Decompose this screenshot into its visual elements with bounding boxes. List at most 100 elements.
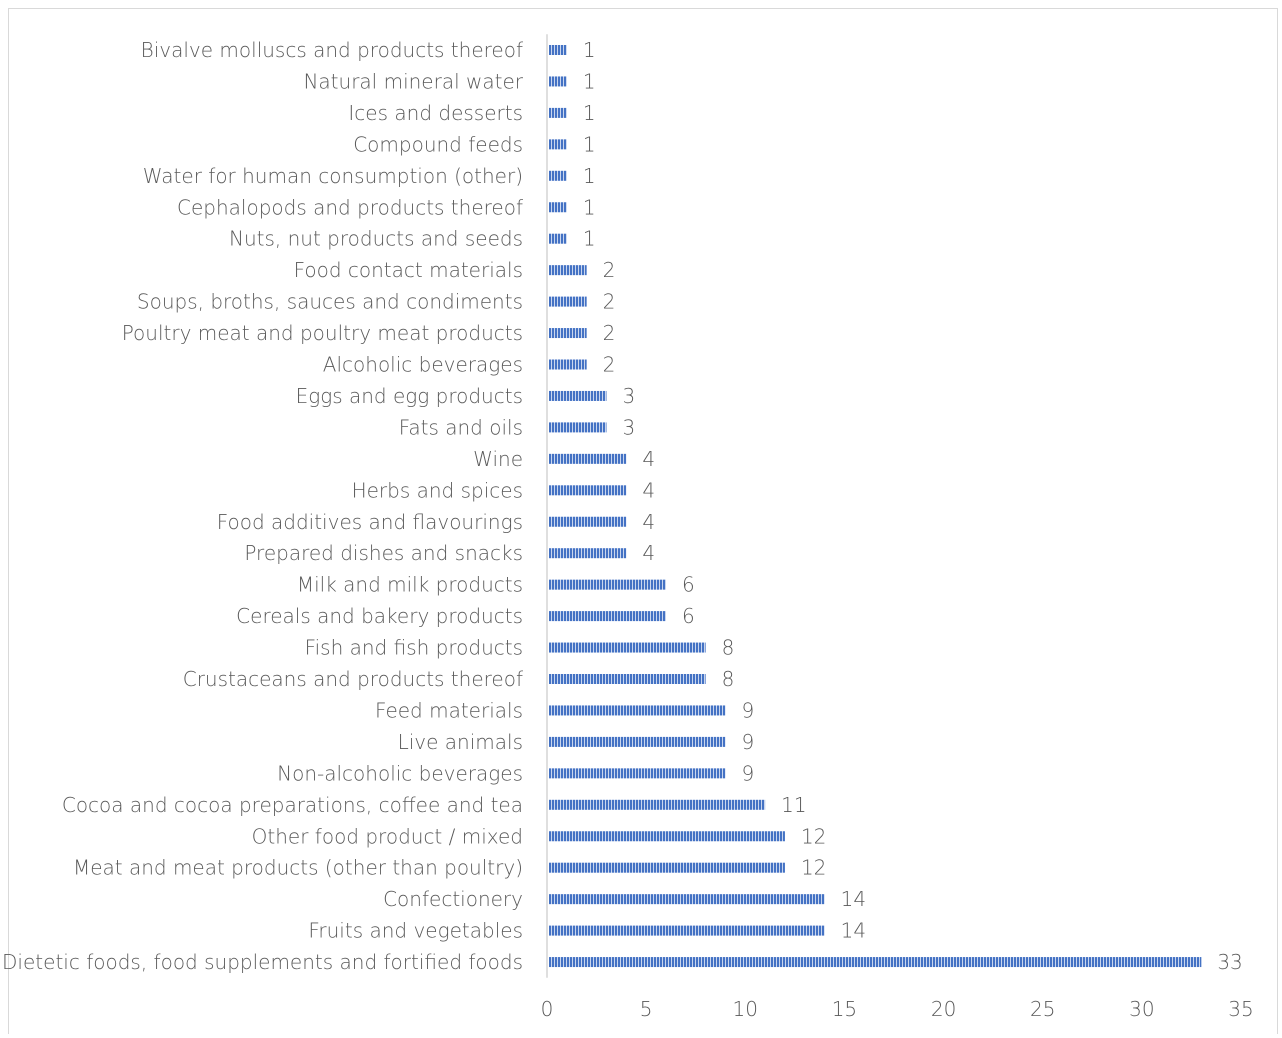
bar-meat-and-meat-products-other-than-poultry bbox=[549, 862, 785, 873]
category-label-cephalopods-and-products-thereof: Cephalopods and products thereof bbox=[177, 195, 523, 219]
category-label-cereals-and-bakery-products: Cereals and bakery products bbox=[236, 604, 523, 628]
category-label-water-for-human-consumption-other: Water for human consumption (other) bbox=[143, 164, 523, 188]
data-label-live-animals: 9 bbox=[741, 730, 754, 754]
x-tick-label: 35 bbox=[1228, 997, 1253, 1021]
data-label-ices-and-desserts: 1 bbox=[583, 101, 596, 125]
bar-water-for-human-consumption-other bbox=[549, 170, 567, 181]
bar-food-additives-and-flavourings bbox=[549, 516, 627, 527]
bars-group bbox=[549, 45, 1202, 968]
category-label-fats-and-oils: Fats and oils bbox=[399, 415, 523, 439]
category-label-poultry-meat-and-poultry-meat-products: Poultry meat and poultry meat products bbox=[122, 321, 523, 345]
bar-non-alcoholic-beverages bbox=[549, 768, 726, 779]
data-label-food-additives-and-flavourings: 4 bbox=[642, 510, 655, 534]
bar-crustaceans-and-products-thereof bbox=[549, 674, 706, 684]
category-label-milk-and-milk-products: Milk and milk products bbox=[297, 573, 523, 597]
bar-compound-feeds bbox=[549, 139, 567, 150]
category-label-wine: Wine bbox=[473, 447, 523, 471]
data-label-meat-and-meat-products-other-than-poultry: 12 bbox=[801, 856, 826, 880]
bar-natural-mineral-water bbox=[549, 76, 567, 87]
bar-cephalopods-and-products-thereof bbox=[549, 202, 567, 213]
data-label-natural-mineral-water: 1 bbox=[583, 69, 596, 93]
bar-cocoa-and-cocoa-preparations-coffee-and-tea bbox=[549, 799, 766, 810]
bar-nuts-nut-products-and-seeds bbox=[549, 233, 567, 244]
bar-soups-broths-sauces-and-condiments bbox=[549, 296, 587, 307]
data-label-milk-and-milk-products: 6 bbox=[682, 573, 695, 597]
category-label-soups-broths-sauces-and-condiments: Soups, broths, sauces and condiments bbox=[137, 290, 523, 314]
category-label-crustaceans-and-products-thereof: Crustaceans and products thereof bbox=[183, 667, 523, 691]
category-label-prepared-dishes-and-snacks: Prepared dishes and snacks bbox=[244, 541, 523, 565]
data-label-poultry-meat-and-poultry-meat-products: 2 bbox=[603, 321, 616, 345]
data-label-non-alcoholic-beverages: 9 bbox=[741, 761, 754, 785]
category-label-meat-and-meat-products-other-than-poultry: Meat and meat products (other than poult… bbox=[73, 856, 523, 880]
category-label-non-alcoholic-beverages: Non-alcoholic beverages bbox=[277, 761, 523, 785]
data-label-crustaceans-and-products-thereof: 8 bbox=[722, 667, 735, 691]
bar-fish-and-fish-products bbox=[549, 642, 706, 653]
chart-frame bbox=[8, 8, 1278, 1034]
data-label-confectionery: 14 bbox=[841, 887, 866, 911]
category-label-fruits-and-vegetables: Fruits and vegetables bbox=[308, 919, 523, 943]
data-label-herbs-and-spices: 4 bbox=[642, 478, 655, 502]
data-label-wine: 4 bbox=[642, 447, 655, 471]
data-label-prepared-dishes-and-snacks: 4 bbox=[642, 541, 655, 565]
bar-fats-and-oils bbox=[549, 422, 607, 433]
category-label-confectionery: Confectionery bbox=[383, 887, 523, 911]
x-axis-ticks-group: 0 5 10 15 20 25 30 35 bbox=[541, 997, 1254, 1021]
bar-poultry-meat-and-poultry-meat-products bbox=[549, 328, 587, 339]
category-label-nuts-nut-products-and-seeds: Nuts, nut products and seeds bbox=[229, 227, 523, 251]
bar-fruits-and-vegetables bbox=[549, 925, 825, 936]
category-label-food-contact-materials: Food contact materials bbox=[294, 258, 523, 282]
bar-alcoholic-beverages bbox=[549, 359, 587, 370]
x-tick-label: 20 bbox=[931, 997, 956, 1021]
data-label-nuts-nut-products-and-seeds: 1 bbox=[583, 227, 596, 251]
data-label-fats-and-oils: 3 bbox=[622, 415, 635, 439]
x-tick-label: 15 bbox=[832, 997, 857, 1021]
bar-confectionery bbox=[549, 894, 825, 905]
category-label-live-animals: Live animals bbox=[398, 730, 523, 754]
x-tick-label: 5 bbox=[640, 997, 653, 1021]
category-label-alcoholic-beverages: Alcoholic beverages bbox=[323, 353, 523, 377]
category-label-food-additives-and-flavourings: Food additives and flavourings bbox=[217, 510, 523, 534]
data-label-feed-materials: 9 bbox=[741, 698, 754, 722]
category-label-ices-and-desserts: Ices and desserts bbox=[348, 101, 523, 125]
category-label-other-food-product-mixed: Other food product / mixed bbox=[252, 824, 523, 848]
data-label-soups-broths-sauces-and-condiments: 2 bbox=[603, 290, 616, 314]
data-label-cocoa-and-cocoa-preparations-coffee-and-tea: 11 bbox=[781, 793, 806, 817]
data-label-cephalopods-and-products-thereof: 1 bbox=[583, 195, 596, 219]
data-label-bivalve-molluscs-and-products-thereof: 1 bbox=[583, 38, 596, 62]
bar-dietetic-foods-food-supplements-and-fortified-foods bbox=[549, 957, 1202, 968]
data-label-cereals-and-bakery-products: 6 bbox=[682, 604, 695, 628]
data-label-water-for-human-consumption-other: 1 bbox=[583, 164, 596, 188]
bar-milk-and-milk-products bbox=[549, 579, 666, 590]
category-label-herbs-and-spices: Herbs and spices bbox=[352, 478, 523, 502]
category-label-eggs-and-egg-products: Eggs and egg products bbox=[296, 384, 523, 408]
bar-other-food-product-mixed bbox=[549, 831, 785, 842]
bar-prepared-dishes-and-snacks bbox=[549, 548, 627, 559]
bar-feed-materials bbox=[549, 705, 726, 716]
category-label-cocoa-and-cocoa-preparations-coffee-and-tea: Cocoa and cocoa preparations, coffee and… bbox=[62, 793, 523, 817]
bar-herbs-and-spices bbox=[549, 485, 627, 496]
category-label-dietetic-foods-food-supplements-and-fortified-foods: Dietetic foods, food supplements and for… bbox=[2, 950, 523, 974]
data-label-compound-feeds: 1 bbox=[583, 132, 596, 156]
x-tick-label: 25 bbox=[1030, 997, 1055, 1021]
bar-ices-and-desserts bbox=[549, 107, 567, 118]
category-label-compound-feeds: Compound feeds bbox=[353, 132, 523, 156]
bar-wine bbox=[549, 453, 627, 464]
category-label-feed-materials: Feed materials bbox=[375, 698, 523, 722]
category-label-natural-mineral-water: Natural mineral water bbox=[303, 69, 523, 93]
data-label-alcoholic-beverages: 2 bbox=[603, 353, 616, 377]
bar-live-animals bbox=[549, 736, 726, 747]
data-label-food-contact-materials: 2 bbox=[603, 258, 616, 282]
category-label-fish-and-fish-products: Fish and fish products bbox=[305, 636, 523, 660]
bar-food-contact-materials bbox=[549, 265, 587, 276]
x-tick-label: 10 bbox=[733, 997, 758, 1021]
data-label-eggs-and-egg-products: 3 bbox=[622, 384, 635, 408]
category-label-bivalve-molluscs-and-products-thereof: Bivalve molluscs and products thereof bbox=[141, 38, 523, 62]
category-labels-group: Bivalve molluscs and products thereof Nat… bbox=[2, 38, 524, 974]
data-label-dietetic-foods-food-supplements-and-fortified-foods: 33 bbox=[1217, 950, 1242, 974]
bar-cereals-and-bakery-products bbox=[549, 611, 666, 622]
data-label-other-food-product-mixed: 12 bbox=[801, 824, 826, 848]
x-tick-label: 30 bbox=[1129, 997, 1154, 1021]
x-tick-label: 0 bbox=[541, 997, 554, 1021]
